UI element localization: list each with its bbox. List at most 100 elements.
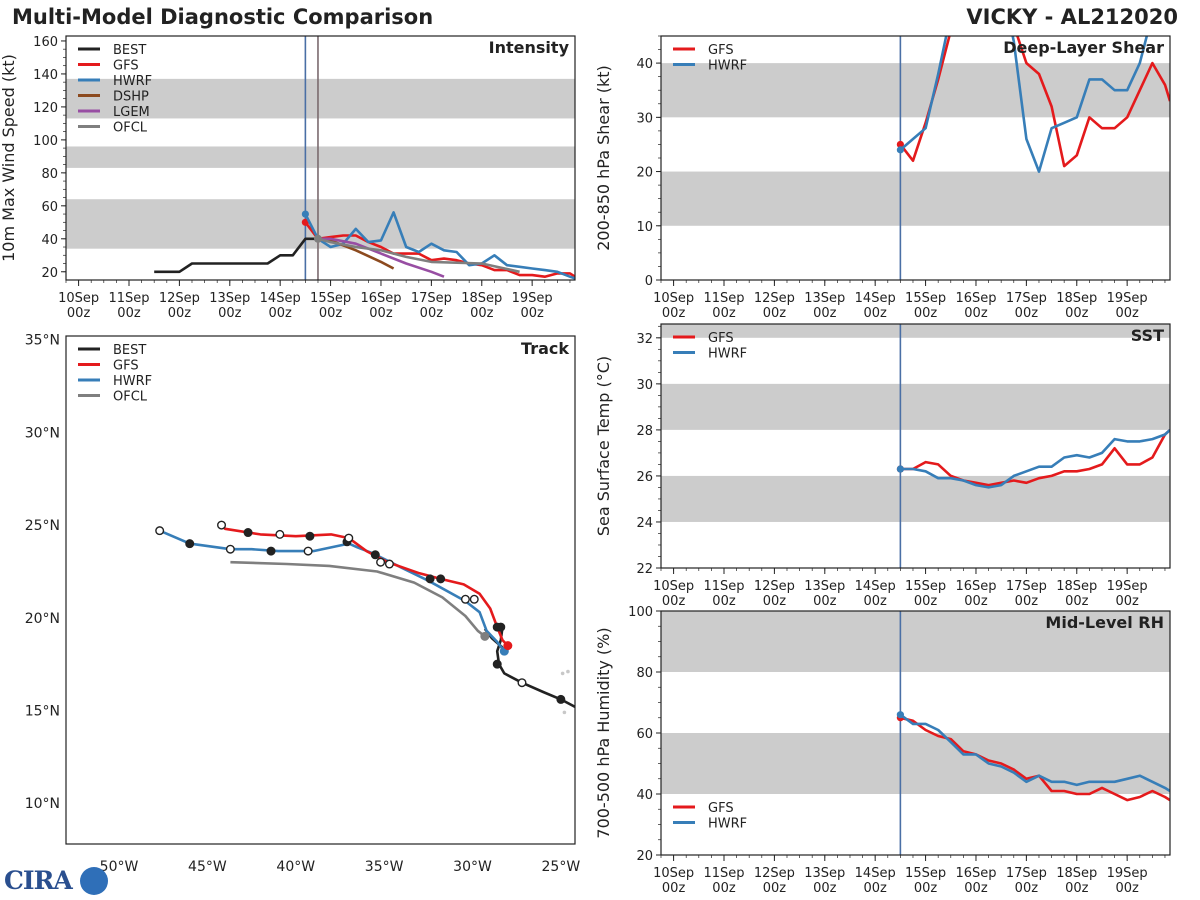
track-panel-title: Track [521,339,569,358]
rh-ytick-label: 40 [636,788,653,803]
sst-panel: 22242628303210Sep00z11Sep00z12Sep00z13Se… [594,323,1171,609]
shear-xtick-label: 12Sep [754,291,795,306]
sst-ytick-label: 28 [636,424,653,439]
track-position-open-dot [469,594,479,604]
sst-ytick-label: 24 [636,516,653,531]
shear-ytick-label: 10 [636,220,653,235]
globe-icon [80,867,108,895]
sst-plot-area [661,324,1170,568]
intensity-shaded-band [66,146,575,168]
intensity-ytick-label: 20 [41,266,58,281]
sst-xtick-sublabel: 00z [813,594,837,609]
sst-ytick-label: 22 [636,562,653,577]
rh-legend-label-gfs: GFS [708,801,734,816]
track-line-hwrf [159,529,506,652]
track-line-gfs [220,524,509,647]
intensity-xtick-label: 17Sep [411,291,452,306]
track-xtick-label: 30°W [453,859,492,875]
island-marker [566,669,570,674]
shear-ytick-label: 0 [645,274,653,289]
shear-xtick-sublabel: 00z [1115,306,1139,321]
sst-xtick-label: 11Sep [703,579,744,594]
shear-xtick-label: 16Sep [955,291,996,306]
rh-legend-label-hwrf: HWRF [708,817,747,832]
intensity-xtick-label: 15Sep [310,291,351,306]
track-position-open-dot [225,544,235,554]
intensity-series-ofcl [317,237,520,274]
sst-legend-label-hwrf: HWRF [708,347,747,362]
island-marker [560,671,565,676]
track-position-open-dot [384,559,394,569]
cira-logo: CIRA [4,866,108,898]
sst-xtick-label: 10Sep [653,579,694,594]
intensity-series-best [154,237,318,274]
shear-legend-label-gfs: GFS [708,43,734,58]
track-legend-label-best: BEST [113,343,146,358]
shear-xtick-label: 19Sep [1107,291,1148,306]
intensity-xtick-sublabel: 00z [168,306,192,321]
intensity-xtick-sublabel: 00z [470,306,494,321]
track-position-open-dot [303,546,313,556]
track-position-dot [266,546,276,556]
sst-panel-title: SST [1131,326,1164,345]
sst-start-marker-hwrf [896,465,904,473]
rh-panel-title: Mid-Level RH [1045,613,1164,632]
sst-ytick-label: 26 [636,470,653,485]
rh-xtick-sublabel: 00z [1115,881,1139,896]
shear-xtick-sublabel: 00z [964,306,988,321]
rh-xtick-sublabel: 00z [863,881,887,896]
rh-xtick-sublabel: 00z [763,881,787,896]
rh-xtick-label: 17Sep [1006,866,1047,881]
track-position-dot [492,622,502,632]
intensity-series-hwrf [304,211,575,280]
shear-ytick-label: 40 [636,57,653,72]
track-line-ofcl [230,560,486,638]
sst-xtick-sublabel: 00z [712,594,736,609]
sst-xtick-sublabel: 00z [1015,594,1039,609]
intensity-ytick-label: 100 [33,134,58,149]
intensity-xtick-label: 11Sep [108,291,149,306]
track-xtick-label: 25°W [542,859,581,875]
shear-xtick-label: 17Sep [1006,291,1047,306]
sst-shaded-band [661,475,1170,522]
intensity-ofcl-start-marker [313,234,322,243]
island-marker [577,679,581,683]
intensity-frame [65,35,576,281]
intensity-xtick-sublabel: 00z [268,306,292,321]
cira-logo-text: CIRA [4,866,73,895]
shear-xtick-sublabel: 00z [813,306,837,321]
intensity-ytick-label: 80 [41,167,58,182]
track-position-open-dot [460,594,470,604]
track-ytick-label: 25°N [25,518,60,534]
rh-xtick-sublabel: 00z [813,881,837,896]
shear-xtick-label: 15Sep [905,291,946,306]
track-frame [65,335,576,845]
track-ytick-label: 10°N [25,796,60,812]
intensity-panel-title: Intensity [489,38,570,57]
sst-xtick-label: 15Sep [905,579,946,594]
intensity-ytick-label: 160 [33,35,58,50]
shear-ytick-label: 30 [636,111,653,126]
rh-plot-area [661,611,1170,855]
shear-xtick-sublabel: 00z [712,306,736,321]
rh-xtick-sublabel: 00z [914,881,938,896]
track-position-dot [556,694,566,704]
shear-start-marker-hwrf [896,146,904,154]
rh-xtick-label: 15Sep [905,866,946,881]
intensity-xtick-sublabel: 00z [218,306,242,321]
intensity-xtick-label: 18Sep [461,291,502,306]
rh-ytick-label: 80 [636,666,653,681]
island-marker [562,710,567,715]
intensity-legend-label-dshp: DSHP [113,90,149,105]
sst-xtick-label: 17Sep [1006,579,1047,594]
track-legend-label-hwrf: HWRF [113,374,152,389]
intensity-plot-area [66,36,575,280]
track-legend-label-ofcl: OFCL [113,390,148,405]
sst-xtick-label: 14Sep [855,579,896,594]
intensity-start-marker-hwrf [301,210,309,218]
intensity-ytick-label: 140 [33,68,58,83]
intensity-legend-label-lgem: LGEM [113,105,150,120]
intensity-ytick-label: 120 [33,101,58,116]
intensity-ytick-label: 60 [41,200,58,215]
